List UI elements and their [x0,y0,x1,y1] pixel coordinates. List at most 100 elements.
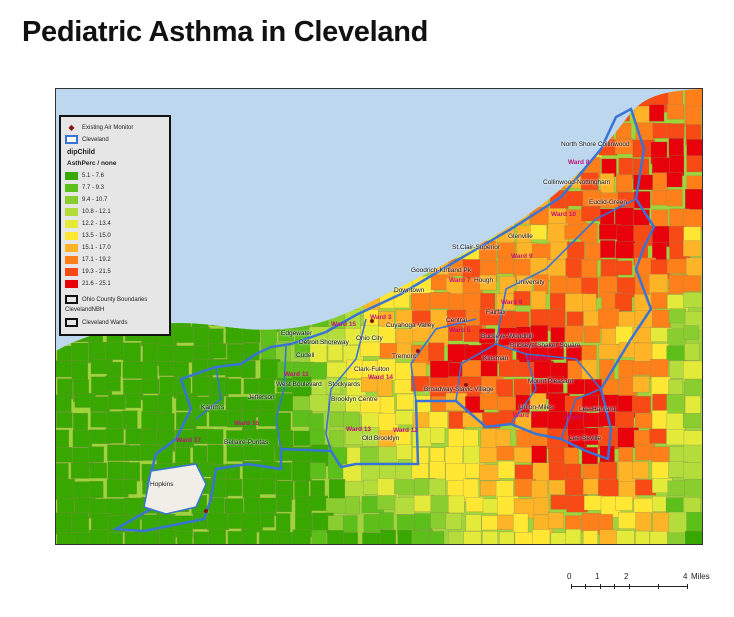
census-tract [242,478,261,498]
legend-class-row: 19.3 - 21.5 [65,268,111,276]
legend-class-swatch [65,196,78,204]
census-tract [448,495,465,514]
census-tract [666,172,683,188]
census-tract [651,496,667,512]
legend-cleveland-label: Cleveland [82,136,109,143]
scale-tick-mark [687,584,688,589]
census-tract [88,446,104,463]
census-tract [667,258,690,274]
census-tract [530,290,547,312]
census-tract [499,531,515,544]
legend-ohio: Ohio County Boundaries [65,295,147,304]
census-tract [159,529,176,544]
census-tract [396,393,415,410]
census-tract [311,530,327,544]
legend-wards-label: Cleveland Wards [82,319,128,326]
label-euclid-green: Euclid-Green [589,199,627,206]
label-ward-9: Ward 9 [511,253,533,260]
census-tract [582,464,600,480]
census-tract [581,259,598,279]
label-buckeye-woodhill: Buckeye-Woodhill [481,333,533,340]
census-tract [258,478,276,495]
label-kamms: Kamm's [201,404,225,411]
census-tract [376,379,393,397]
cleveland-outline-swatch [65,135,78,144]
census-tract [243,378,260,395]
label-lee-seville: Lee-Seville [569,435,602,442]
label-ward-11: Ward 11 [284,371,309,378]
label-ward-8: Ward 8 [568,159,590,166]
legend-class-label: 21.6 - 25.1 [82,281,111,287]
census-tract [241,512,263,533]
legend-class-row: 10.8 - 12.1 [65,208,111,216]
legend-class-swatch [65,280,78,288]
map-legend: ◆ Existing Air Monitor Cleveland dipChil… [59,115,171,336]
air-monitor-marker [204,509,208,513]
label-cudell: Cudell [296,352,315,359]
census-tract [173,326,194,343]
ohio-boundary-swatch [65,295,78,304]
census-tract [242,327,261,343]
census-tract [615,260,633,276]
census-tract [651,446,670,465]
label-ward-15: Ward 15 [331,321,357,328]
census-tract [479,447,498,463]
census-tract [465,514,482,532]
census-tract [495,429,511,447]
census-tract [651,292,669,309]
census-tract [482,531,498,544]
census-tract [649,104,665,122]
census-tract [513,447,533,463]
census-tract [445,463,467,482]
census-tract [666,394,685,416]
census-tract [582,530,598,544]
census-tract [176,531,193,544]
census-tract [685,188,702,212]
census-tract [410,376,430,392]
census-tract [56,478,75,500]
census-tract [430,427,446,444]
census-tract [308,495,329,511]
census-tract [668,308,687,324]
census-tract [275,462,292,481]
legend-class-row: 5.1 - 7.6 [65,172,104,180]
map-frame[interactable]: ◆ Existing Air Monitor Cleveland dipChil… [55,88,703,545]
census-tract [105,428,124,444]
census-tract [56,360,75,378]
census-tract [633,342,653,364]
census-tract [292,529,311,544]
census-tract [581,344,597,361]
census-tract [326,361,348,378]
label-ward-4: Ward 4 [526,355,548,362]
census-tract [343,532,358,544]
label-ward-7: Ward 7 [449,277,471,284]
census-tract [565,325,584,343]
census-tract [565,258,582,279]
choropleth-map[interactable] [56,89,702,544]
label-ward-10: Ward 10 [551,211,577,218]
census-tract [633,174,653,190]
census-tract [479,328,496,344]
census-tract [548,342,564,360]
census-tract [482,498,499,514]
census-tract [104,375,121,392]
legend-class-label: 7.7 - 9.3 [82,185,105,191]
label-ohio-city: Ohio City [356,335,383,342]
census-tract [513,311,530,329]
label-clark-fulton: Clark-Fulton [354,366,390,373]
census-tract [208,409,231,427]
label-north-shore-collinwood: North Shore Collinwood [561,141,630,148]
census-tract [70,462,90,479]
census-tract [377,495,397,510]
census-tract [683,325,700,340]
legend-class-swatch [65,208,78,216]
census-tract [71,512,89,534]
census-tract [580,172,599,191]
census-tract [56,512,75,535]
legend-monitor: ◆ Existing Air Monitor [65,123,133,132]
census-tract [549,308,566,331]
census-tract [597,478,619,498]
census-tract [395,410,416,426]
census-tract [515,394,530,413]
census-tract [565,190,584,207]
